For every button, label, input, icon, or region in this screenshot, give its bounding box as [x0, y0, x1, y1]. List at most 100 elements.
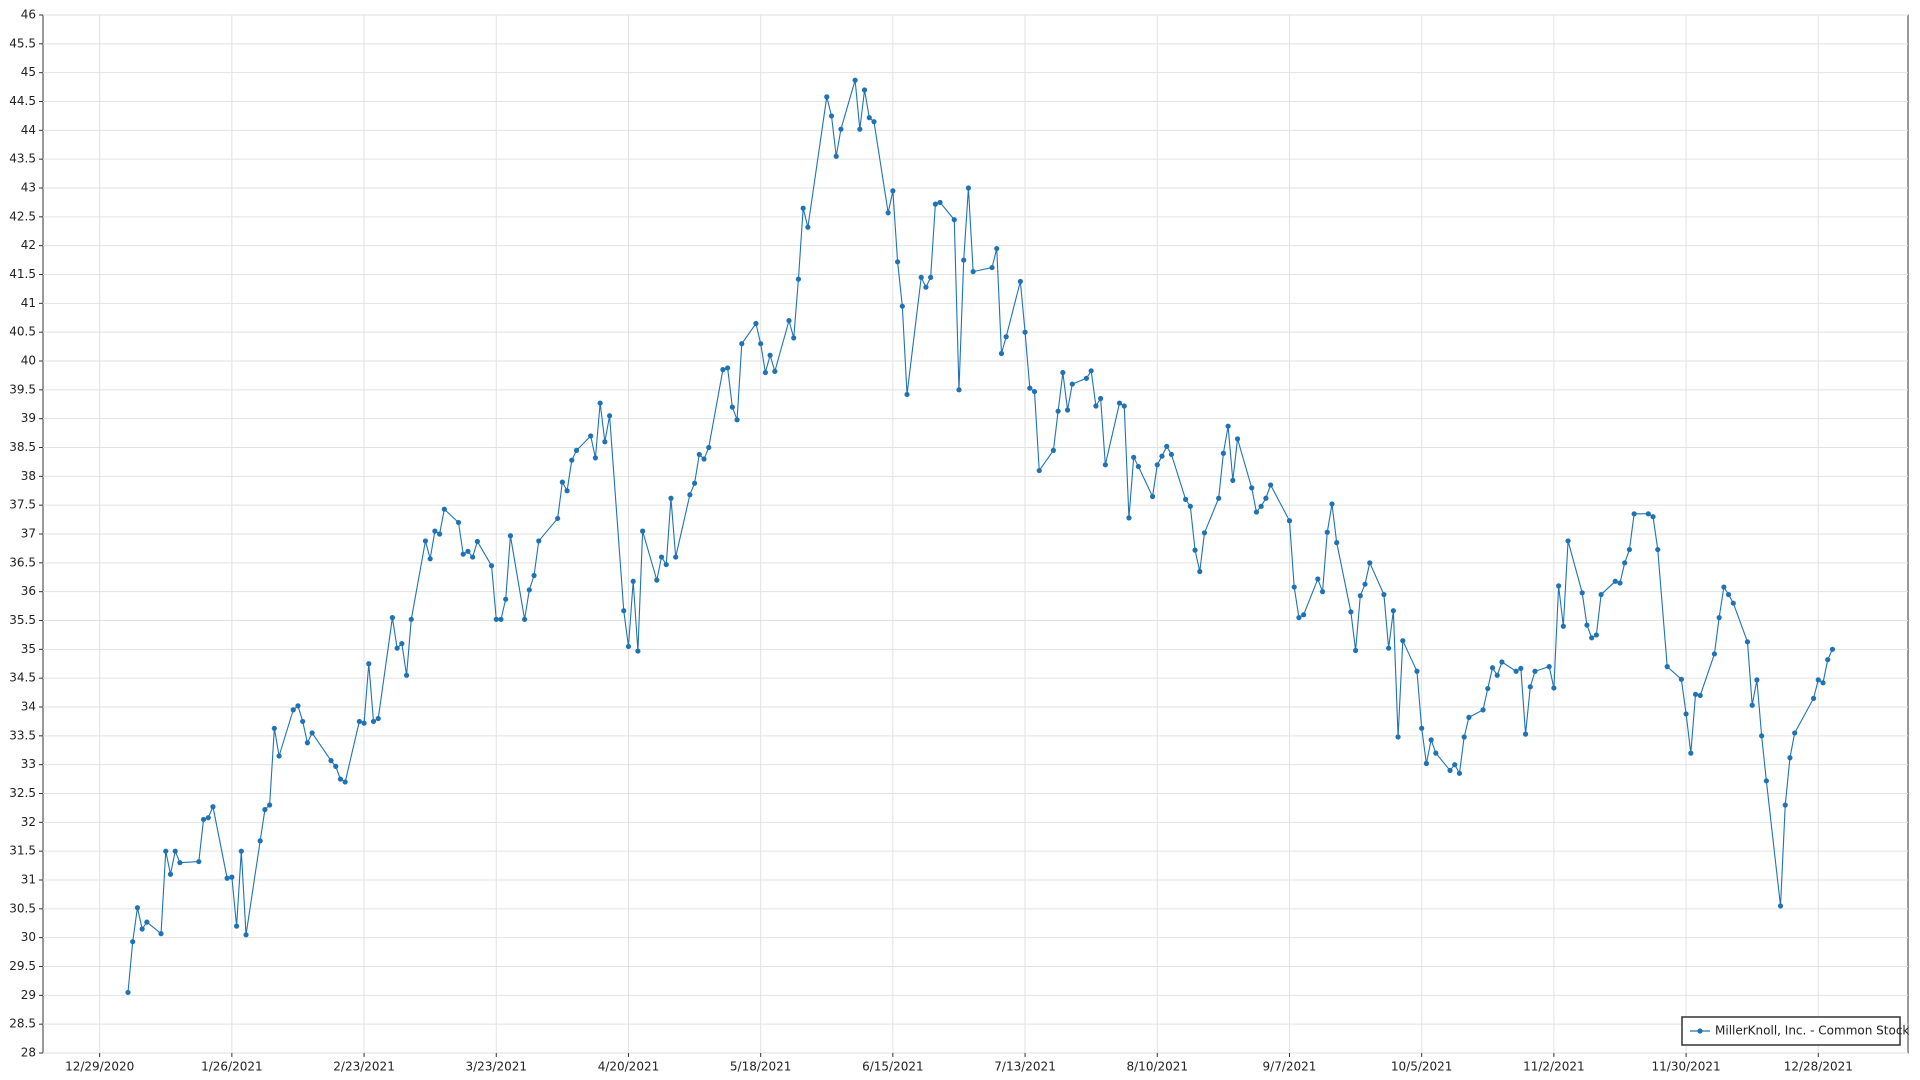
point	[1357, 593, 1363, 599]
point	[1027, 385, 1033, 391]
x-tick-label: 11/2/2021	[1523, 1060, 1585, 1074]
point	[1697, 692, 1703, 699]
point	[1362, 581, 1368, 587]
point	[1036, 467, 1042, 474]
point	[1725, 591, 1732, 598]
point	[824, 94, 830, 100]
point	[262, 807, 268, 813]
point	[328, 758, 334, 764]
point	[1829, 646, 1836, 652]
x-tick-label: 8/10/2021	[1127, 1060, 1189, 1074]
point	[1220, 450, 1226, 456]
y-tick-label: 32	[21, 815, 36, 829]
point	[871, 119, 877, 125]
point	[800, 205, 806, 211]
point	[1230, 477, 1236, 483]
y-tick-label: 41.5	[9, 267, 36, 281]
point	[1315, 576, 1321, 582]
point	[521, 616, 528, 622]
point	[1003, 334, 1009, 340]
point	[1102, 462, 1108, 468]
point	[663, 561, 669, 568]
point	[894, 259, 901, 265]
point	[474, 538, 480, 545]
point	[1626, 546, 1633, 553]
point	[1527, 684, 1533, 690]
point	[588, 433, 594, 439]
grid	[43, 14, 1908, 1054]
y-tick-label: 34.5	[9, 671, 36, 685]
legend-box	[1681, 1016, 1901, 1046]
point	[701, 456, 707, 462]
point	[833, 153, 839, 159]
point	[1711, 651, 1718, 657]
point	[526, 587, 532, 593]
y-tick-label: 45	[21, 65, 36, 79]
point	[970, 269, 976, 275]
point	[1083, 375, 1090, 381]
y-tick-label: 39.5	[9, 382, 36, 396]
point	[606, 413, 613, 419]
point	[857, 126, 863, 132]
x-tick-label: 2/23/2021	[333, 1060, 395, 1074]
point	[408, 616, 414, 622]
point	[366, 661, 372, 667]
point	[1419, 725, 1425, 731]
point	[625, 643, 632, 650]
point	[1782, 802, 1788, 808]
point	[1069, 381, 1075, 387]
point	[493, 616, 499, 622]
point	[635, 648, 641, 654]
point	[1329, 501, 1335, 507]
point	[1593, 632, 1599, 638]
point	[1688, 750, 1694, 756]
y-tick-label: 40.5	[9, 325, 36, 339]
point	[1428, 737, 1434, 743]
point	[1777, 903, 1784, 909]
point	[1324, 529, 1330, 535]
point	[1433, 750, 1439, 756]
y-tick-label: 32.5	[9, 786, 36, 800]
x-tick-label: 4/20/2021	[598, 1060, 660, 1074]
point	[205, 815, 211, 821]
point	[1164, 443, 1170, 449]
point	[1565, 538, 1571, 544]
point	[654, 577, 660, 583]
point	[125, 989, 131, 996]
point	[753, 320, 759, 327]
point	[1664, 664, 1670, 670]
point	[1787, 755, 1793, 761]
point	[918, 274, 924, 280]
point	[177, 860, 183, 866]
y-tick-label: 30	[21, 930, 36, 944]
y-tick-label: 29	[21, 988, 36, 1002]
point	[432, 528, 438, 534]
point	[1352, 647, 1359, 654]
point	[1683, 711, 1689, 717]
point	[904, 391, 910, 398]
point	[361, 720, 367, 726]
point	[1617, 580, 1623, 586]
point	[1031, 388, 1038, 395]
y-tick-label: 33	[21, 757, 36, 771]
y-tick-label: 34	[21, 700, 36, 714]
point	[271, 725, 277, 731]
point	[1168, 451, 1175, 458]
point	[1088, 368, 1094, 374]
y-tick-label: 37.5	[9, 498, 36, 512]
point	[937, 199, 943, 206]
point	[1064, 407, 1071, 413]
point	[437, 531, 443, 537]
point	[304, 740, 311, 746]
point	[1763, 778, 1769, 784]
point	[861, 87, 868, 93]
point	[1131, 454, 1137, 460]
point	[276, 753, 282, 759]
point	[309, 730, 315, 736]
point	[1522, 731, 1529, 737]
point	[536, 538, 542, 544]
point	[1489, 665, 1496, 671]
point	[564, 488, 570, 494]
point	[1126, 515, 1132, 521]
y-tick-label: 43.5	[9, 152, 36, 166]
